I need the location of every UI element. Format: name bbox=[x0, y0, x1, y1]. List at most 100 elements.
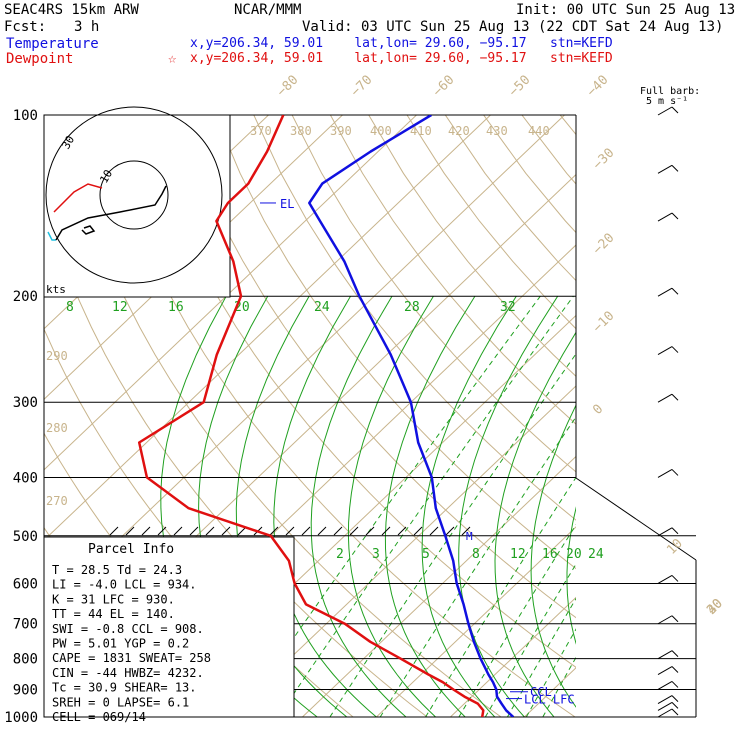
mixing-ratio-label: 24 bbox=[314, 300, 330, 315]
mixing-ratio-label: 12 bbox=[112, 300, 128, 315]
hodograph-ring-outer bbox=[45, 106, 223, 284]
legend-dewpoint-label: Dewpoint bbox=[6, 51, 74, 67]
wind-barb-flag bbox=[671, 287, 679, 295]
mixing-ratio-line bbox=[379, 416, 576, 717]
wind-barb-flag bbox=[671, 681, 679, 688]
isotherm-label: 10 bbox=[664, 536, 686, 558]
hatch-tick bbox=[221, 526, 231, 536]
wind-barb-flag bbox=[671, 615, 679, 623]
parcel-info-panel: Parcel Info T = 28.5 Td = 24.3LI = -4.0 L… bbox=[43, 526, 471, 724]
hatch-tick bbox=[381, 526, 391, 536]
wind-barb-staff bbox=[657, 575, 673, 584]
wind-barb-flag bbox=[671, 527, 679, 535]
mixing-ratio-line bbox=[425, 476, 576, 717]
legend-dewpoint-info: x,y=206.34, 59.01 lat,lon= 29.60, −95.17… bbox=[190, 51, 613, 66]
dewpoint-profile-line bbox=[137, 115, 485, 717]
isotherm-label: −70 bbox=[348, 73, 375, 100]
wind-barbs bbox=[657, 106, 679, 718]
isotherm-line bbox=[450, 596, 576, 717]
hatch-tick bbox=[301, 526, 311, 536]
model-label: SEAC4RS 15km ARW bbox=[4, 2, 139, 18]
dry-adiabat-line bbox=[100, 115, 576, 717]
wind-barb-staff bbox=[657, 212, 673, 222]
wind-barb-staff bbox=[657, 527, 673, 537]
pressure-tick-label: 900 bbox=[13, 682, 38, 698]
isotherm-label: −20 bbox=[590, 231, 617, 258]
theta-label: 380 bbox=[290, 124, 312, 138]
theta-label: 420 bbox=[448, 124, 470, 138]
hatch-tick bbox=[173, 526, 183, 536]
isotherm-label: −80 bbox=[274, 73, 301, 100]
dry-adiabat-line bbox=[138, 115, 576, 668]
parcel-panel-title: Parcel Info bbox=[88, 542, 174, 557]
wind-barb-flag bbox=[671, 212, 679, 220]
hatch-tick bbox=[317, 526, 327, 536]
wind-barb-flag bbox=[671, 666, 679, 673]
dry-adiabat-line bbox=[521, 115, 576, 185]
hodograph-ring-label: 30 bbox=[59, 134, 77, 152]
mixing-ratio-label: 20 bbox=[566, 547, 582, 562]
hatch-tick bbox=[349, 526, 359, 536]
parcel-row: PW = 5.01 YGP = 0.2 bbox=[52, 637, 189, 651]
wind-barb-staff bbox=[657, 106, 673, 116]
valid-time: Valid: 03 UTC Sun 25 Aug 13 (22 CDT Sat … bbox=[302, 19, 724, 35]
hatch-tick bbox=[365, 526, 375, 536]
hodograph-trace-loop bbox=[81, 225, 96, 235]
dry-adiabat-line bbox=[253, 115, 576, 521]
hodograph-trace-upper bbox=[53, 183, 103, 213]
dry-adiabat-line bbox=[368, 115, 576, 378]
parcel-row: K = 31 LFC = 930. bbox=[52, 592, 175, 606]
wind-barb-flag bbox=[671, 469, 679, 476]
parcel-row: T = 28.5 Td = 24.3 bbox=[52, 563, 182, 577]
wind-barb-flag bbox=[671, 164, 679, 172]
hatch-tick bbox=[461, 526, 471, 536]
hatch-tick bbox=[157, 526, 167, 536]
theta-label: 270 bbox=[46, 494, 68, 508]
legend-dewpoint-star-icon: ☆ bbox=[168, 51, 177, 67]
theta-label: 430 bbox=[486, 124, 508, 138]
pressure-tick-label: 500 bbox=[13, 529, 38, 545]
hatch-tick bbox=[269, 526, 279, 536]
isotherm-line bbox=[524, 667, 576, 717]
wind-barb-staff bbox=[657, 469, 673, 478]
wind-barb-flag bbox=[671, 106, 679, 114]
dry-adiabat-line bbox=[637, 115, 740, 717]
wind-barb-staff bbox=[657, 666, 673, 675]
hatch-tick bbox=[429, 526, 439, 536]
wind-barb-staff bbox=[657, 650, 673, 660]
mixing-ratio-line bbox=[277, 295, 574, 717]
hodograph-trace-mid bbox=[55, 185, 167, 241]
pressure-tick-label: 1000 bbox=[4, 710, 38, 726]
isotherm-line bbox=[376, 526, 576, 717]
wind-barb-staff bbox=[657, 615, 673, 625]
isotherm-label: −10 bbox=[590, 309, 617, 336]
mixing-ratio-label: 8 bbox=[66, 300, 74, 315]
hodograph-trace-low bbox=[47, 231, 56, 241]
isotherm-line bbox=[672, 115, 740, 717]
legend-temperature-info: x,y=206.34, 59.01 lat,lon= 29.60, −95.17… bbox=[190, 36, 613, 51]
isotherm-line bbox=[598, 115, 740, 717]
isotherm-label: −60 bbox=[430, 73, 457, 100]
pressure-tick-label: 100 bbox=[13, 108, 38, 124]
hodograph-ring-inner bbox=[99, 160, 169, 230]
mixing-ratio-label: 24 bbox=[588, 547, 604, 562]
dry-adiabat-line bbox=[215, 115, 576, 570]
wind-barb-flag bbox=[671, 346, 679, 353]
dry-adiabat-line bbox=[329, 115, 576, 425]
parcel-row: CELL = 069/14 bbox=[52, 710, 146, 724]
hatch-tick bbox=[109, 526, 119, 536]
temperature-profile-line bbox=[308, 115, 515, 717]
wind-barb-staff bbox=[657, 164, 673, 174]
mixing-ratio-label: 2 bbox=[336, 547, 344, 562]
theta-label: 370 bbox=[250, 124, 272, 138]
mixing-ratio-label: 5 bbox=[422, 547, 430, 562]
hatch-tick bbox=[333, 526, 343, 536]
wind-barb-staff bbox=[657, 287, 673, 297]
parcel-row: LI = -4.0 LCL = 934. bbox=[52, 578, 197, 592]
barb-legend-line2: 5 m s⁻¹ bbox=[646, 96, 689, 107]
fcst-label: Fcst: bbox=[4, 19, 47, 35]
hatch-tick bbox=[189, 526, 199, 536]
isotherm-label: −30 bbox=[590, 146, 617, 173]
wind-barb-staff bbox=[657, 393, 673, 403]
